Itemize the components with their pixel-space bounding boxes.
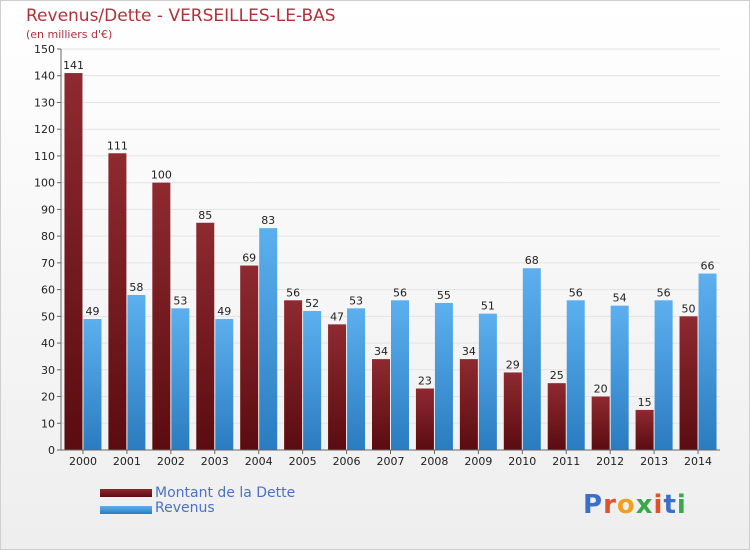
data-label: 51: [481, 300, 495, 313]
legend-swatch-revenue: [100, 506, 152, 514]
bar-revenus: [215, 319, 234, 450]
bar-dette: [196, 222, 215, 450]
y-tick-label: 50: [41, 310, 55, 323]
y-tick-label: 60: [41, 284, 55, 297]
bar-revenus: [698, 273, 717, 450]
data-label: 83: [261, 214, 275, 227]
data-label: 85: [198, 209, 212, 222]
data-label: 50: [682, 302, 696, 315]
data-label: 25: [550, 369, 564, 382]
bar-dette: [152, 182, 171, 450]
data-label: 29: [506, 358, 520, 371]
legend-label-revenue: Revenus: [155, 500, 215, 516]
bar-dette: [503, 372, 522, 450]
y-tick-label: 10: [41, 417, 55, 430]
x-tick-label: 2013: [640, 455, 668, 468]
x-tick-label: 2000: [69, 455, 97, 468]
data-label: 49: [85, 305, 99, 318]
x-tick-label: 2003: [201, 455, 229, 468]
data-label: 53: [349, 294, 363, 307]
data-label: 34: [462, 345, 476, 358]
bar-revenus: [303, 310, 322, 450]
y-tick-label: 90: [41, 203, 55, 216]
bar-revenus: [654, 300, 673, 450]
y-tick-label: 0: [48, 444, 55, 457]
bar-dette: [108, 153, 127, 450]
bar-dette: [64, 73, 83, 450]
data-label: 15: [638, 396, 652, 409]
bar-dette: [635, 409, 654, 450]
bar-revenus: [83, 319, 102, 450]
x-tick-label: 2014: [684, 455, 712, 468]
data-label: 56: [657, 286, 671, 299]
bar-dette: [459, 359, 478, 450]
data-label: 100: [151, 169, 172, 182]
data-label: 68: [525, 254, 539, 267]
bar-dette: [328, 324, 347, 450]
data-label: 55: [437, 289, 451, 302]
data-label: 56: [569, 286, 583, 299]
y-tick-label: 100: [34, 177, 55, 190]
bar-revenus: [127, 294, 146, 450]
data-label: 141: [63, 59, 84, 72]
data-label: 56: [286, 286, 300, 299]
y-tick-label: 120: [34, 123, 55, 136]
chart-subtitle: (en milliers d'€): [26, 28, 113, 41]
y-tick-label: 40: [41, 337, 55, 350]
x-tick-label: 2004: [245, 455, 273, 468]
data-label: 34: [374, 345, 388, 358]
legend-swatch-debt: [100, 489, 152, 497]
data-label: 53: [173, 294, 187, 307]
x-tick-label: 2007: [377, 455, 405, 468]
data-label: 69: [242, 252, 256, 265]
y-tick-label: 110: [34, 150, 55, 163]
data-label: 52: [305, 297, 319, 310]
data-label: 47: [330, 310, 344, 323]
bar-revenus: [566, 300, 585, 450]
bar-revenus: [434, 302, 453, 450]
data-label: 49: [217, 305, 231, 318]
bar-revenus: [347, 308, 366, 450]
bar-dette: [415, 388, 434, 450]
bar-dette: [679, 316, 698, 450]
bar-revenus: [610, 305, 629, 450]
bar-dette: [372, 359, 390, 450]
chart-title: Revenus/Dette - VERSEILLES-LE-BAS: [26, 6, 336, 26]
y-tick-label: 30: [41, 364, 55, 377]
x-tick-label: 2012: [596, 455, 624, 468]
y-tick-label: 140: [34, 70, 55, 83]
x-tick-label: 2010: [508, 455, 536, 468]
data-label: 111: [107, 139, 128, 152]
bar-revenus: [171, 308, 190, 450]
x-tick-label: 2005: [289, 455, 317, 468]
x-tick-label: 2001: [113, 455, 141, 468]
data-label: 56: [393, 286, 407, 299]
y-tick-label: 80: [41, 230, 55, 243]
x-tick-label: 2011: [552, 455, 580, 468]
x-tick-label: 2002: [157, 455, 185, 468]
data-label: 20: [594, 383, 608, 396]
proxiti-logo: Proxiti: [583, 490, 687, 520]
x-tick-label: 2009: [464, 455, 492, 468]
data-label: 54: [613, 292, 627, 305]
y-tick-label: 20: [41, 391, 55, 404]
x-tick-label: 2006: [333, 455, 361, 468]
bar-dette: [547, 383, 566, 450]
bar-revenus: [522, 268, 541, 450]
data-label: 58: [129, 281, 143, 294]
data-label: 23: [418, 375, 432, 388]
legend-label-debt: Montant de la Dette: [155, 485, 296, 501]
data-label: 66: [701, 260, 715, 273]
bar-dette: [284, 300, 303, 450]
bar-dette: [591, 396, 610, 450]
x-tick-label: 2008: [420, 455, 448, 468]
y-tick-label: 70: [41, 257, 55, 270]
bar-revenus: [259, 228, 278, 450]
bar-dette: [240, 265, 259, 450]
bar-revenus: [478, 313, 497, 450]
y-tick-label: 130: [34, 96, 55, 109]
y-tick-label: 150: [34, 43, 55, 56]
bar-revenus: [391, 300, 409, 450]
